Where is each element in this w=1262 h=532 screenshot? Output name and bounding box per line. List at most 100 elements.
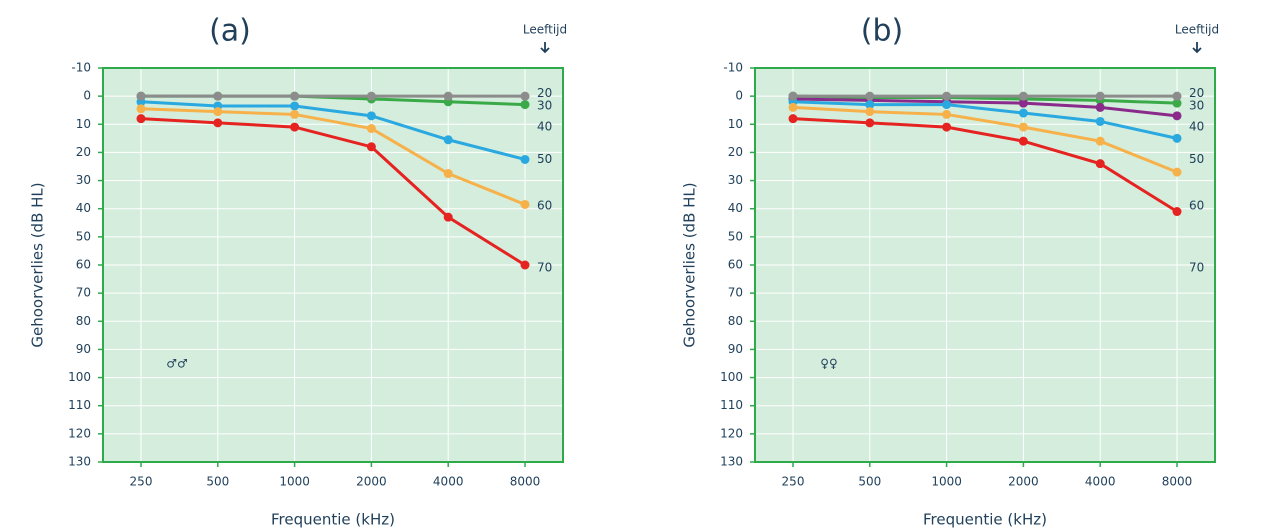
point [290,122,300,132]
point [942,109,952,119]
point [520,260,530,270]
y-tick-label: 100 [720,370,743,384]
y-tick-label: 60 [76,258,91,272]
y-tick-label: 90 [76,342,91,356]
y-tick-label: 40 [76,201,91,215]
point [520,199,530,209]
y-tick-label: 30 [76,173,91,187]
x-tick-label: 8000 [510,475,541,489]
y-tick-label: 60 [728,258,743,272]
x-tick-label: 1000 [279,475,310,489]
point [213,91,223,101]
y-tick-label: -10 [723,61,743,75]
point [1172,167,1182,177]
y-tick-label: 120 [720,426,743,440]
plot-border [754,67,1216,463]
x-tick-label: 4000 [433,475,464,489]
point [136,104,146,114]
annotation: Leeftijd [1175,23,1219,37]
point [1018,108,1028,118]
chart-title: (a) [209,14,251,49]
plot-border [102,67,564,463]
point [443,212,453,222]
point [1018,136,1028,146]
y-tick-label: 10 [728,117,743,131]
point [865,100,875,110]
y-tick-label: -10 [71,61,91,75]
point [942,91,952,101]
y-tick-label: 70 [76,286,91,300]
point [865,118,875,128]
y-tick-label: 70 [728,286,743,300]
age-label: 20 [537,86,552,100]
x-tick-label: 2000 [1008,475,1039,489]
series-line [140,117,526,267]
age-label: 70 [537,260,552,274]
x-tick-label: 4000 [1085,475,1116,489]
arrow [1192,42,1202,54]
point [520,91,530,101]
point [1018,122,1028,132]
point [366,91,376,101]
point [865,107,875,117]
x-tick-label: 250 [130,475,153,489]
y-tick-label: 50 [76,229,91,243]
point [788,114,798,124]
age-label: 60 [1189,198,1204,212]
y-tick-label: 130 [720,455,743,469]
symbol: ♀♀ [820,357,838,371]
point [942,100,952,110]
series-line [792,97,1178,118]
x-tick-label: 1000 [931,475,962,489]
point [213,107,223,117]
age-label: 50 [537,152,552,166]
point [1018,98,1028,108]
age-label: 60 [537,198,552,212]
x-tick-label: 500 [858,475,881,489]
point [1095,116,1105,126]
point [1172,98,1182,108]
age-label: 20 [1189,86,1204,100]
point [443,91,453,101]
y-tick-label: 80 [76,314,91,328]
x-tick-label: 8000 [1162,475,1193,489]
chart-title: (b) [861,14,903,49]
annotation: Leeftijd [523,23,567,37]
point [366,124,376,134]
y-axis-label: Gehoorverlies (dB HL) [681,182,699,347]
y-tick-label: 130 [68,455,91,469]
x-axis-label: Frequentie (kHz) [923,511,1047,529]
age-label: 40 [537,120,552,134]
point [788,91,798,101]
x-tick-label: 2000 [356,475,387,489]
series-line [792,100,1178,140]
point [290,109,300,119]
point [1018,91,1028,101]
point [1172,207,1182,217]
point [366,142,376,152]
y-tick-label: 20 [728,145,743,159]
series-line [792,105,1178,174]
point [136,114,146,124]
point [1095,159,1105,169]
y-tick-label: 80 [728,314,743,328]
age-label: 70 [1189,260,1204,274]
point [290,91,300,101]
y-tick-label: 30 [728,173,743,187]
point [1172,133,1182,143]
series-line [140,107,526,206]
point [1095,91,1105,101]
y-tick-label: 40 [728,201,743,215]
arrow [540,42,550,54]
point [942,122,952,132]
point [1172,91,1182,101]
point [788,102,798,112]
y-tick-label: 50 [728,229,743,243]
point [366,111,376,121]
y-tick-label: 0 [83,89,91,103]
x-axis-label: Frequentie (kHz) [271,511,395,529]
y-tick-label: 0 [735,89,743,103]
point [290,101,300,111]
